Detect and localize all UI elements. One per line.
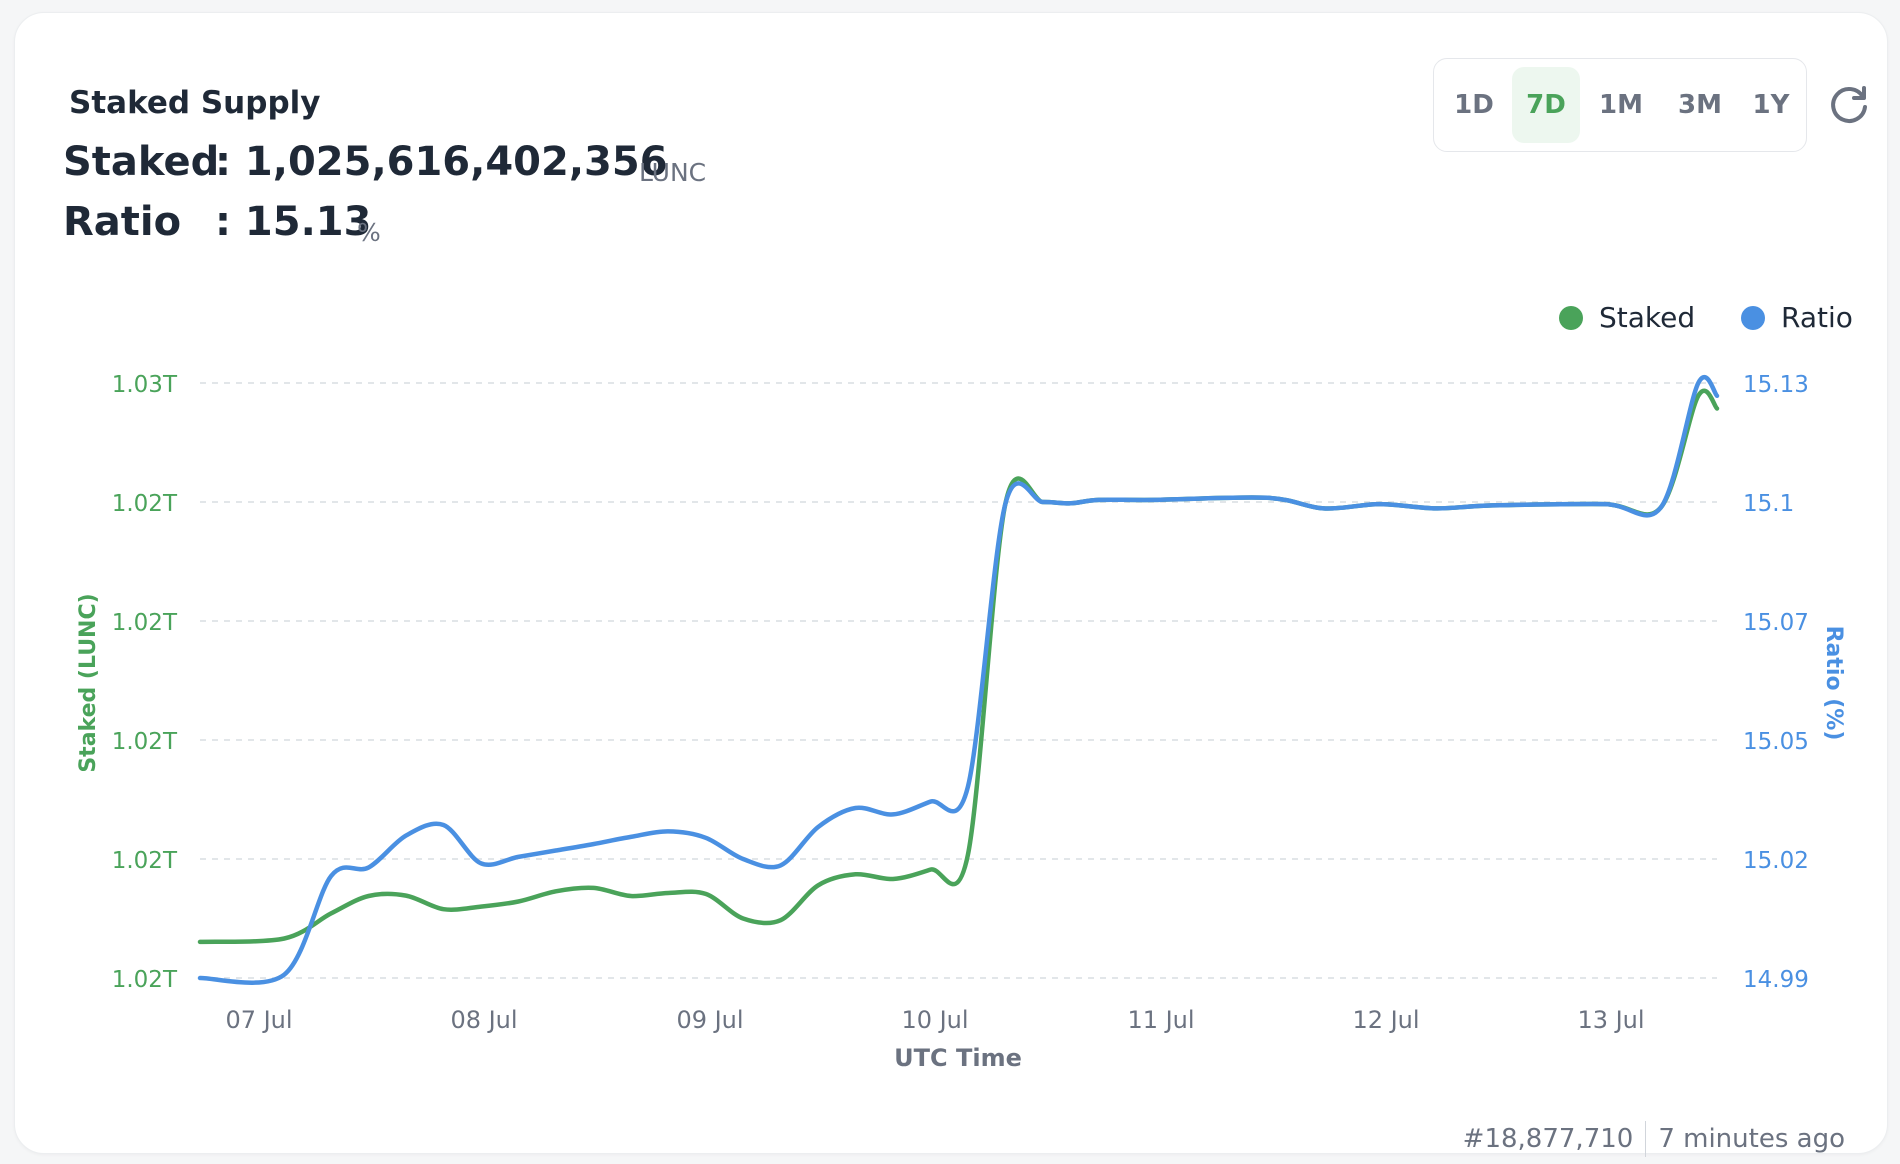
range-1d-button[interactable]: 1D bbox=[1454, 90, 1494, 120]
y-right-tick-label: 15.05 bbox=[1743, 729, 1809, 755]
x-tick-label: 11 Jul bbox=[1127, 1006, 1194, 1034]
ratio-legend-dot bbox=[1741, 305, 1765, 330]
y-right-tick-label: 15.07 bbox=[1743, 610, 1809, 636]
y-right-tick-label: 15.13 bbox=[1743, 372, 1809, 398]
y-left-axis-title: Staked (LUNC) bbox=[76, 593, 101, 772]
y-right-axis-title: Ratio (%) bbox=[1821, 626, 1846, 741]
x-tick-label: 13 Jul bbox=[1577, 1006, 1644, 1034]
x-tick-label: 07 Jul bbox=[225, 1006, 292, 1034]
range-3m-button[interactable]: 3M bbox=[1678, 90, 1722, 120]
x-axis-title: UTC Time bbox=[894, 1044, 1022, 1072]
range-1y-button[interactable]: 1Y bbox=[1752, 90, 1790, 120]
x-tick-label: 12 Jul bbox=[1352, 1006, 1419, 1034]
range-7d-button[interactable]: 7D bbox=[1512, 67, 1580, 143]
refresh-icon[interactable] bbox=[1827, 83, 1871, 127]
block-height: #18,877,710 bbox=[1462, 1124, 1634, 1154]
staked-value: : 1,025,616,402,356 bbox=[215, 139, 668, 185]
staked-legend-dot bbox=[1559, 305, 1583, 330]
legend-ratio-label: Ratio bbox=[1781, 301, 1853, 334]
staked-supply-card: Staked Supply Staked : 1,025,616,402,356… bbox=[14, 12, 1888, 1157]
ratio-label: Ratio bbox=[63, 199, 182, 245]
legend-item-staked[interactable]: Staked bbox=[1559, 301, 1695, 334]
y-left-tick-label: 1.02T bbox=[112, 729, 178, 755]
y-right-tick-label: 15.02 bbox=[1743, 848, 1809, 874]
footer-divider bbox=[1645, 1121, 1647, 1157]
y-right-tick-label: 15.1 bbox=[1743, 491, 1794, 517]
legend-staked-label: Staked bbox=[1599, 301, 1696, 334]
y-right-tick-label: 14.99 bbox=[1743, 967, 1809, 993]
card-title: Staked Supply bbox=[69, 85, 321, 121]
staked-label: Staked bbox=[63, 139, 220, 185]
y-left-tick-label: 1.03T bbox=[112, 372, 178, 398]
x-tick-label: 08 Jul bbox=[450, 1006, 517, 1034]
y-left-tick-label: 1.02T bbox=[112, 491, 178, 517]
y-left-tick-label: 1.02T bbox=[112, 967, 178, 993]
x-tick-label: 09 Jul bbox=[676, 1006, 743, 1034]
y-left-tick-label: 1.02T bbox=[112, 610, 178, 636]
series-line-ratio bbox=[197, 374, 1720, 985]
legend-item-ratio[interactable]: Ratio bbox=[1741, 301, 1853, 334]
ratio-value: : 15.13 bbox=[215, 199, 372, 245]
x-tick-label: 10 Jul bbox=[901, 1006, 968, 1034]
block-info: #18,877,710 7 minutes ago bbox=[1463, 1121, 1845, 1157]
updated-time-ago: 7 minutes ago bbox=[1658, 1124, 1845, 1154]
staked-unit: LUNC bbox=[639, 158, 707, 187]
range-1m-button[interactable]: 1M bbox=[1599, 90, 1643, 120]
ratio-unit: % bbox=[357, 218, 381, 247]
staked-ratio-chart: 1.02T 14.99 1.02T 15.02 1.02T 15.05 1.02T 15.07… bbox=[76, 372, 1846, 1072]
time-range-selector: 1D 7D 1M 3M 1Y bbox=[1433, 58, 1807, 152]
y-left-tick-label: 1.02T bbox=[112, 848, 178, 874]
